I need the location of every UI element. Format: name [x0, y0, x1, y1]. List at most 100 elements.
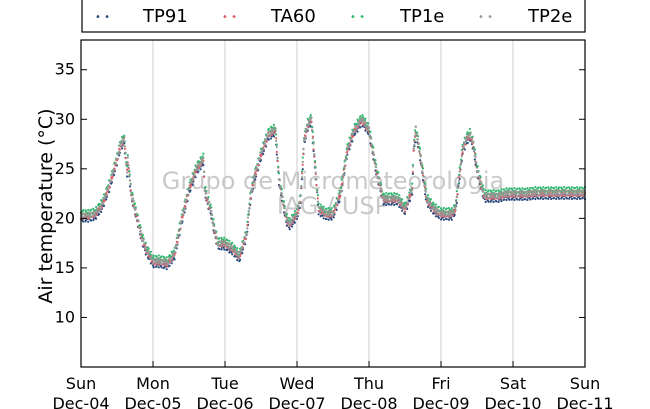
data-point: [87, 220, 90, 223]
data-point: [553, 190, 556, 193]
data-point: [269, 133, 272, 136]
data-point: [236, 252, 239, 255]
data-point: [146, 248, 149, 251]
data-point: [524, 191, 528, 194]
y-tick-label: 30: [55, 109, 75, 128]
data-point: [370, 143, 373, 146]
data-point: [313, 153, 316, 156]
data-point: [557, 193, 560, 197]
data-point: [531, 193, 534, 196]
data-point: [110, 173, 114, 176]
data-point: [274, 129, 277, 132]
data-point: [560, 192, 563, 196]
data-point: [87, 211, 91, 214]
data-point: [500, 192, 503, 196]
data-point: [352, 135, 355, 138]
data-point: [388, 192, 391, 195]
data-point: [152, 266, 155, 269]
data-point: [329, 212, 332, 215]
y-tick-label: 20: [55, 208, 75, 227]
data-point: [246, 213, 250, 216]
data-point: [380, 189, 384, 192]
data-point: [512, 194, 515, 198]
data-point: [575, 193, 578, 196]
data-point: [465, 139, 469, 142]
data-point: [475, 161, 478, 164]
data-point: [575, 186, 579, 189]
data-point: [142, 238, 145, 241]
data-point: [555, 197, 558, 201]
data-point: [126, 153, 129, 157]
data-point: [520, 194, 523, 198]
data-point: [315, 178, 318, 181]
y-axis: 10 15 20 25 30 35: [55, 60, 585, 326]
data-point: [415, 132, 418, 136]
data-point: [373, 161, 376, 164]
data-point: [145, 245, 148, 249]
data-point: [440, 209, 443, 213]
data-point: [282, 200, 286, 203]
data-point: [102, 204, 106, 207]
data-point: [275, 150, 278, 154]
data-point: [151, 262, 155, 265]
data-point: [514, 190, 517, 193]
data-point: [275, 139, 278, 143]
data-point: [413, 138, 416, 141]
data-point: [127, 164, 130, 167]
data-point: [401, 198, 404, 201]
data-point: [429, 204, 432, 207]
data-point: [395, 203, 399, 206]
data-point: [563, 189, 566, 192]
data-point: [570, 193, 573, 197]
data-point: [547, 186, 550, 189]
data-point: [429, 209, 433, 212]
data-point: [178, 228, 181, 231]
legend-marker-tp1e: • •: [350, 12, 365, 23]
data-point: [273, 126, 276, 129]
data-point: [411, 182, 414, 185]
data-point: [338, 200, 341, 203]
data-point: [151, 264, 155, 267]
data-point: [574, 190, 577, 193]
data-point: [327, 218, 330, 221]
data-point: [414, 125, 417, 128]
data-point: [204, 186, 207, 189]
data-point: [427, 197, 430, 201]
data-point: [185, 198, 188, 202]
data-point: [403, 212, 407, 215]
data-point: [233, 246, 237, 249]
data-point: [411, 188, 414, 192]
data-point: [356, 124, 359, 127]
data-point: [170, 262, 173, 265]
data-point: [422, 175, 425, 178]
data-point: [470, 136, 473, 139]
data-point: [412, 147, 415, 150]
x-tick-date: Dec-11: [556, 394, 613, 409]
data-point: [328, 209, 331, 213]
data-point: [521, 187, 524, 190]
data-point: [149, 256, 152, 259]
data-point: [124, 151, 127, 154]
data-point: [243, 241, 246, 244]
data-point: [457, 176, 461, 179]
data-point: [218, 240, 222, 243]
x-tick-day: Sat: [500, 374, 526, 393]
legend-label-tp1e: TP1e: [399, 6, 444, 27]
data-point: [132, 199, 135, 202]
data-point: [334, 206, 337, 210]
data-point: [94, 214, 97, 217]
data-point: [160, 266, 163, 269]
data-point: [201, 161, 204, 164]
data-point: [165, 256, 168, 259]
data-point: [563, 197, 566, 201]
data-point: [173, 251, 176, 254]
data-point: [403, 208, 406, 211]
data-point: [347, 146, 350, 149]
data-point: [372, 153, 376, 156]
data-point: [134, 208, 137, 211]
data-point: [324, 214, 327, 217]
legend-item-tp91: • • TP91: [95, 6, 188, 27]
data-point: [565, 186, 569, 189]
data-point: [314, 171, 317, 174]
data-point: [303, 136, 307, 139]
